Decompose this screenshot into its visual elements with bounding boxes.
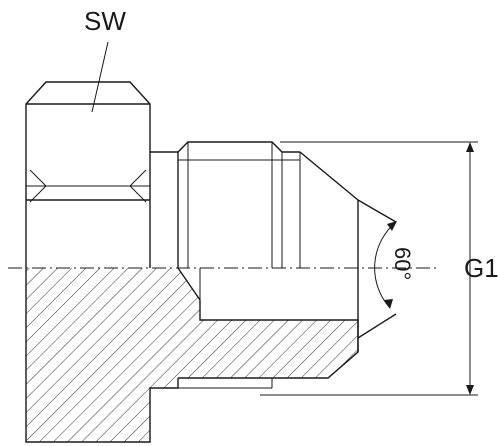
threaded-shank-outline xyxy=(150,141,359,268)
across-flats-label: SW xyxy=(84,6,126,36)
thread-dimension xyxy=(260,141,478,396)
sw-leader-line xyxy=(91,41,109,113)
section-outline xyxy=(25,267,359,443)
angle-label: 60° xyxy=(390,247,415,280)
hex-head-outline xyxy=(25,81,151,268)
angle-dimension xyxy=(374,221,397,309)
section-hatching xyxy=(26,268,358,442)
thread-size-label: G1 xyxy=(464,253,499,283)
